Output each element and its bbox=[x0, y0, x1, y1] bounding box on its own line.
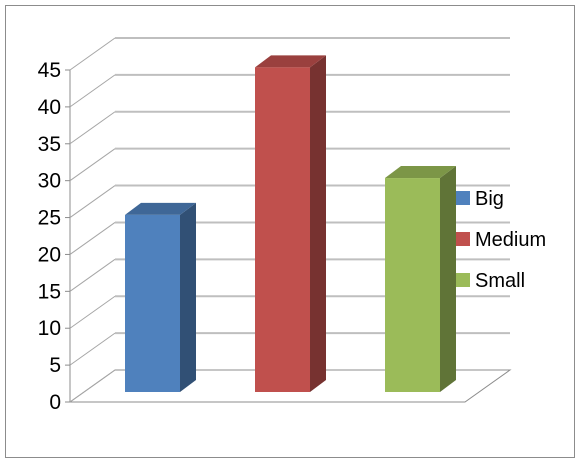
gridline-wall bbox=[69, 258, 116, 292]
gridline-wall bbox=[69, 332, 116, 366]
legend-label: Small bbox=[475, 270, 525, 292]
y-tick-label: 25 bbox=[38, 207, 61, 230]
gridline-wall bbox=[69, 148, 116, 182]
gridline-wall bbox=[69, 111, 116, 145]
legend-item-medium[interactable]: Medium bbox=[456, 229, 546, 251]
legend-swatch bbox=[456, 232, 470, 246]
gridline-wall bbox=[69, 74, 116, 108]
bar-small[interactable] bbox=[385, 166, 456, 392]
bar-front bbox=[255, 67, 310, 392]
bars bbox=[125, 55, 456, 392]
bar-side bbox=[310, 55, 326, 392]
legend-label: Medium bbox=[475, 229, 546, 251]
legend-swatch bbox=[456, 273, 470, 287]
y-tick-label: 10 bbox=[38, 317, 61, 340]
y-tick-label: 5 bbox=[49, 354, 61, 377]
legend-swatch bbox=[456, 191, 470, 205]
gridline-wall bbox=[69, 295, 116, 329]
y-tick-label: 20 bbox=[38, 243, 61, 266]
bar-medium[interactable] bbox=[255, 55, 326, 392]
y-tick-label: 40 bbox=[38, 96, 61, 119]
bar-top bbox=[255, 55, 326, 68]
y-tick-label: 35 bbox=[38, 133, 61, 156]
legend-label: Big bbox=[475, 188, 504, 210]
legend-item-small[interactable]: Small bbox=[456, 270, 525, 292]
y-axis-ticks: 0 5 10 15 20 25 30 35 40 45 bbox=[38, 59, 70, 414]
bar-front bbox=[125, 214, 180, 392]
legend-item-big[interactable]: Big bbox=[456, 188, 504, 210]
bar-top bbox=[125, 202, 196, 215]
y-tick-label: 45 bbox=[38, 59, 61, 82]
y-tick-label: 0 bbox=[49, 391, 61, 414]
gridline-wall bbox=[69, 222, 116, 255]
bar-side bbox=[180, 202, 196, 392]
gridline-wall bbox=[69, 185, 116, 218]
gridline-wall bbox=[69, 37, 116, 71]
bar-top bbox=[385, 166, 456, 179]
legend: Big Medium Small bbox=[456, 188, 546, 292]
bar-front bbox=[385, 178, 440, 392]
y-tick-label: 15 bbox=[38, 280, 61, 303]
gridline-wall bbox=[69, 369, 116, 403]
bar-side bbox=[440, 166, 456, 392]
y-tick-label: 30 bbox=[38, 170, 61, 193]
bar-big[interactable] bbox=[125, 202, 196, 392]
